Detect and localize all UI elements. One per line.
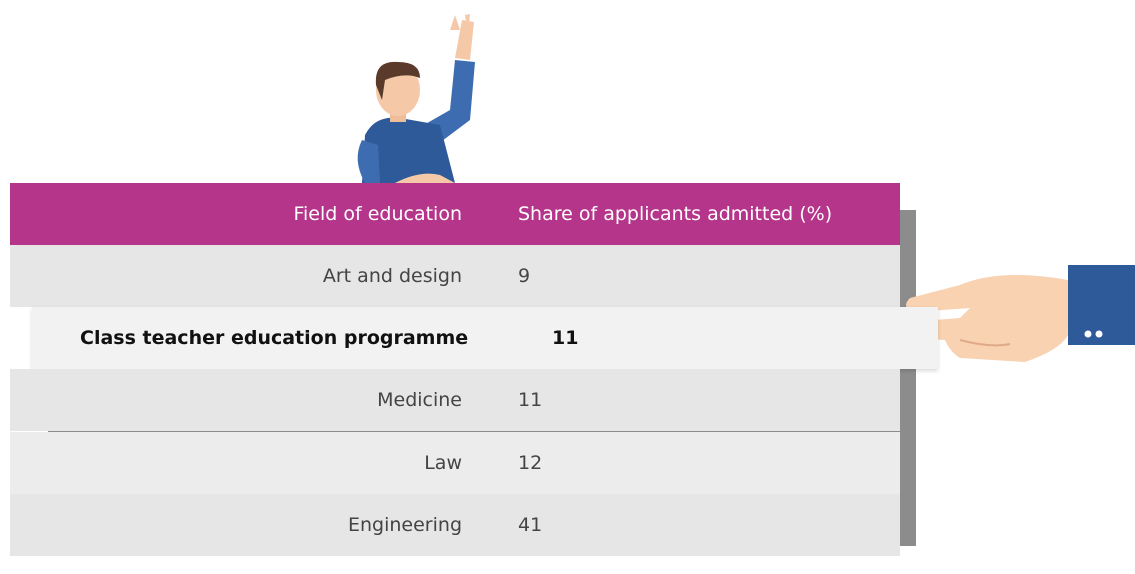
raising-hand-person [357, 14, 475, 183]
table-header: Field of education Share of applicants ad… [10, 183, 900, 245]
table-cell: 41 [518, 513, 543, 536]
table-row: Engineering 41 [10, 493, 900, 556]
table-cell: 12 [518, 451, 543, 474]
table-cell: Medicine [377, 389, 462, 412]
table-row: Medicine 11 [10, 369, 900, 432]
highlighted-row: Class teacher education programme 11 [32, 307, 938, 370]
table-cell: Engineering [348, 513, 462, 536]
table-cell: 11 [552, 327, 579, 350]
table-cell: Class teacher education programme [80, 327, 469, 350]
table-cell: 9 [518, 265, 531, 287]
table-cell: Field of education [293, 203, 462, 225]
table-row: Art and design 9 [10, 245, 900, 307]
table-cell: Share of applicants admitted (%) [518, 203, 833, 225]
table-cell: Law [424, 451, 462, 474]
pointing-hand [905, 265, 1135, 362]
table-cell: Art and design [322, 265, 462, 287]
table-row: Law 12 [10, 431, 900, 494]
table-cell: 11 [518, 389, 543, 412]
